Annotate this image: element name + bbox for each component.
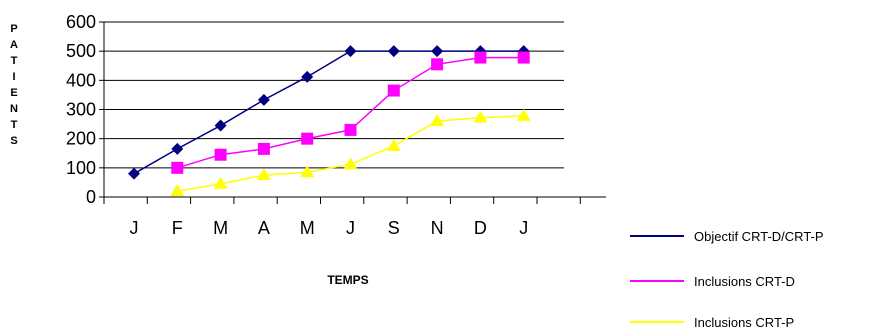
data-point xyxy=(214,148,227,161)
series-3 xyxy=(170,108,531,197)
data-point xyxy=(214,119,227,132)
y-tick-label: 0 xyxy=(86,187,96,207)
x-tick-label: A xyxy=(258,218,270,238)
data-point xyxy=(301,70,314,83)
x-tick-label: J xyxy=(346,218,355,238)
y-axis-label-letter: P xyxy=(10,23,17,35)
legend-item: Objectif CRT-D/CRT-P xyxy=(630,229,824,244)
x-tick-label: M xyxy=(300,218,315,238)
data-point xyxy=(171,161,184,174)
x-tick-label: D xyxy=(474,218,487,238)
y-axis-label-letter: I xyxy=(12,71,15,83)
series-line xyxy=(133,50,524,175)
data-point xyxy=(430,114,445,127)
x-axis-label: TEMPS xyxy=(327,273,368,287)
data-point xyxy=(474,51,487,64)
data-point xyxy=(256,168,271,181)
gridlines xyxy=(104,21,564,169)
data-point xyxy=(473,110,488,123)
y-axis-label-letter: T xyxy=(11,119,18,131)
y-tick-label: 500 xyxy=(66,41,96,61)
legend: Objectif CRT-D/CRT-P Inclusions CRT-D Incl… xyxy=(630,229,824,327)
legend-label: Inclusions CRT-D xyxy=(694,274,795,289)
data-point xyxy=(257,93,270,106)
y-tick-label: 300 xyxy=(66,100,96,120)
y-axis-label-letter: T xyxy=(11,55,18,67)
legend-label: Objectif CRT-D/CRT-P xyxy=(694,229,824,244)
x-tick-label: J xyxy=(130,218,139,238)
data-point xyxy=(387,45,400,58)
data-point xyxy=(300,165,315,178)
legend-item: Inclusions CRT-P xyxy=(630,315,794,327)
y-tick-labels: 0 100 200 300 400 500 600 xyxy=(66,12,96,207)
data-point xyxy=(301,132,314,145)
data-point xyxy=(516,108,531,121)
data-point xyxy=(213,176,228,189)
data-point xyxy=(387,84,400,97)
data-point xyxy=(431,45,444,58)
series xyxy=(128,45,531,197)
y-tick-label: 600 xyxy=(66,12,96,32)
data-point xyxy=(344,123,357,136)
data-point xyxy=(517,51,530,64)
legend-label: Inclusions CRT-P xyxy=(694,315,794,327)
data-point xyxy=(431,58,444,71)
x-tick-label: M xyxy=(213,218,228,238)
x-tick-label: J xyxy=(519,218,528,238)
data-point xyxy=(170,184,185,197)
y-tick-label: 400 xyxy=(66,70,96,90)
x-tick-label: S xyxy=(388,218,400,238)
axes xyxy=(99,21,606,204)
y-axis-label-letter: S xyxy=(10,135,17,147)
y-tick-label: 200 xyxy=(66,129,96,149)
y-axis-label-letter: E xyxy=(10,87,17,99)
legend-item: Inclusions CRT-D xyxy=(630,274,795,289)
data-point xyxy=(344,45,357,58)
x-tick-label: F xyxy=(172,218,183,238)
y-axis-label-letter: N xyxy=(10,103,18,115)
data-point xyxy=(343,157,358,170)
data-point xyxy=(386,138,401,151)
data-point xyxy=(128,167,140,180)
series-2 xyxy=(171,51,530,174)
data-point xyxy=(171,142,184,155)
series-line xyxy=(177,56,524,169)
y-tick-label: 100 xyxy=(66,158,96,178)
data-point xyxy=(257,142,270,155)
y-axis-label-letter: A xyxy=(10,39,18,51)
series-1 xyxy=(128,45,530,180)
x-tick-label: N xyxy=(431,218,444,238)
